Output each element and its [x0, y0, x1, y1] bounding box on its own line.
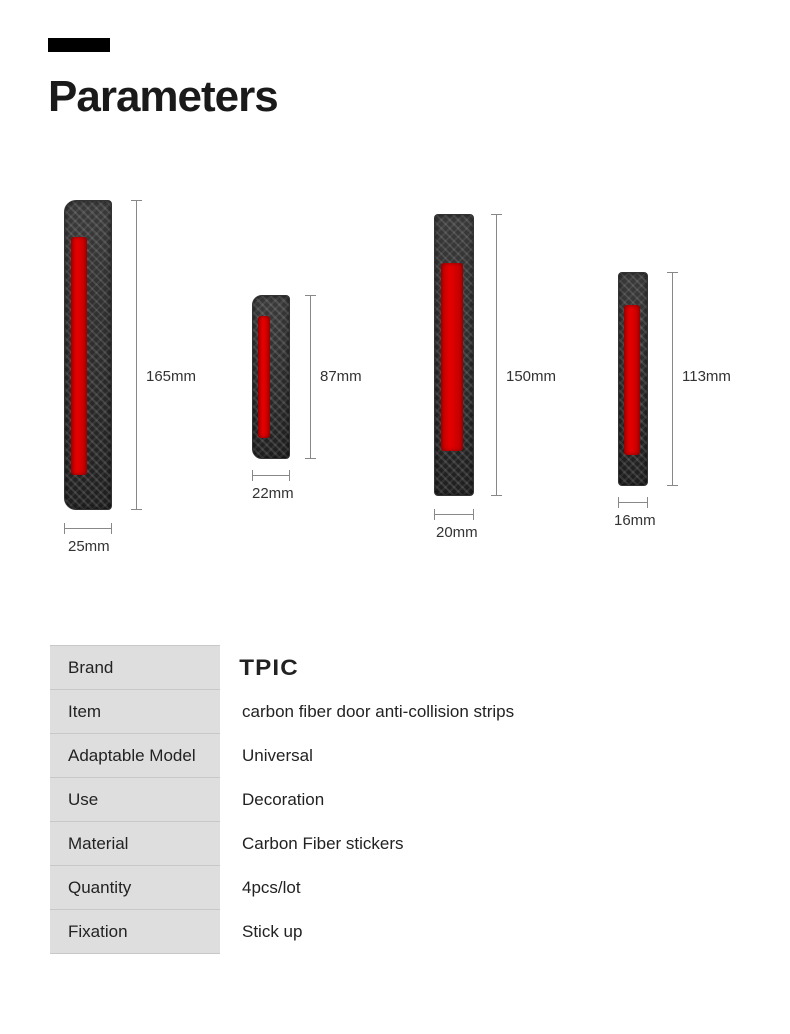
page-title: Parameters [48, 72, 278, 122]
strip-2: 87mm 22mm [252, 295, 290, 459]
spec-value: 4pcs/lot [220, 866, 570, 910]
strip-3: 150mm 20mm [434, 214, 474, 496]
spec-label: Item [50, 690, 220, 734]
strip-4-height-label: 113mm [682, 368, 731, 385]
spec-value: TPIC [220, 646, 570, 690]
spec-label: Brand [50, 646, 220, 690]
accent-bar [48, 38, 110, 52]
strip-1-width-line [64, 528, 112, 529]
spec-row-fixation: Fixation Stick up [50, 910, 570, 954]
spec-row-use: Use Decoration [50, 778, 570, 822]
strip-1-body [64, 200, 112, 510]
strip-2-height-line [310, 295, 311, 459]
spec-value: Decoration [220, 778, 570, 822]
spec-value: Carbon Fiber stickers [220, 822, 570, 866]
strip-1-height-label: 165mm [146, 368, 196, 385]
spec-label: Quantity [50, 866, 220, 910]
brand-logo: TPIC [239, 655, 299, 681]
strip-4-width-label: 16mm [614, 512, 656, 529]
strip-2-body [252, 295, 290, 459]
strip-1-width-label: 25mm [68, 538, 110, 555]
spec-label: Use [50, 778, 220, 822]
spec-label: Material [50, 822, 220, 866]
spec-value: carbon fiber door anti-collision strips [220, 690, 570, 734]
strip-3-width-label: 20mm [436, 524, 478, 541]
spec-table: Brand TPIC Item carbon fiber door anti-c… [50, 645, 570, 954]
spec-value: Stick up [220, 910, 570, 954]
strip-1-inlay [71, 237, 87, 475]
spec-value: Universal [220, 734, 570, 778]
strip-3-inlay [441, 263, 463, 451]
strip-3-body [434, 214, 474, 496]
dimension-diagram: 165mm 25mm 87mm 22mm 150mm 20mm 113mm 16… [48, 200, 742, 570]
strip-1-height-line [136, 200, 137, 510]
strip-4-inlay [624, 305, 640, 455]
strip-1: 165mm 25mm [64, 200, 112, 510]
spec-row-quantity: Quantity 4pcs/lot [50, 866, 570, 910]
strip-4: 113mm 16mm [618, 272, 648, 486]
strip-2-width-label: 22mm [252, 485, 294, 502]
strip-4-width-line [618, 502, 648, 503]
strip-4-body [618, 272, 648, 486]
strip-4-height-line [672, 272, 673, 486]
strip-3-height-line [496, 214, 497, 496]
spec-row-item: Item carbon fiber door anti-collision st… [50, 690, 570, 734]
strip-3-height-label: 150mm [506, 368, 556, 385]
strip-2-height-label: 87mm [320, 368, 362, 385]
spec-row-model: Adaptable Model Universal [50, 734, 570, 778]
spec-row-material: Material Carbon Fiber stickers [50, 822, 570, 866]
strip-3-width-line [434, 514, 474, 515]
strip-2-width-line [252, 475, 290, 476]
strip-2-inlay [258, 316, 270, 438]
spec-row-brand: Brand TPIC [50, 646, 570, 690]
spec-label: Fixation [50, 910, 220, 954]
spec-label: Adaptable Model [50, 734, 220, 778]
